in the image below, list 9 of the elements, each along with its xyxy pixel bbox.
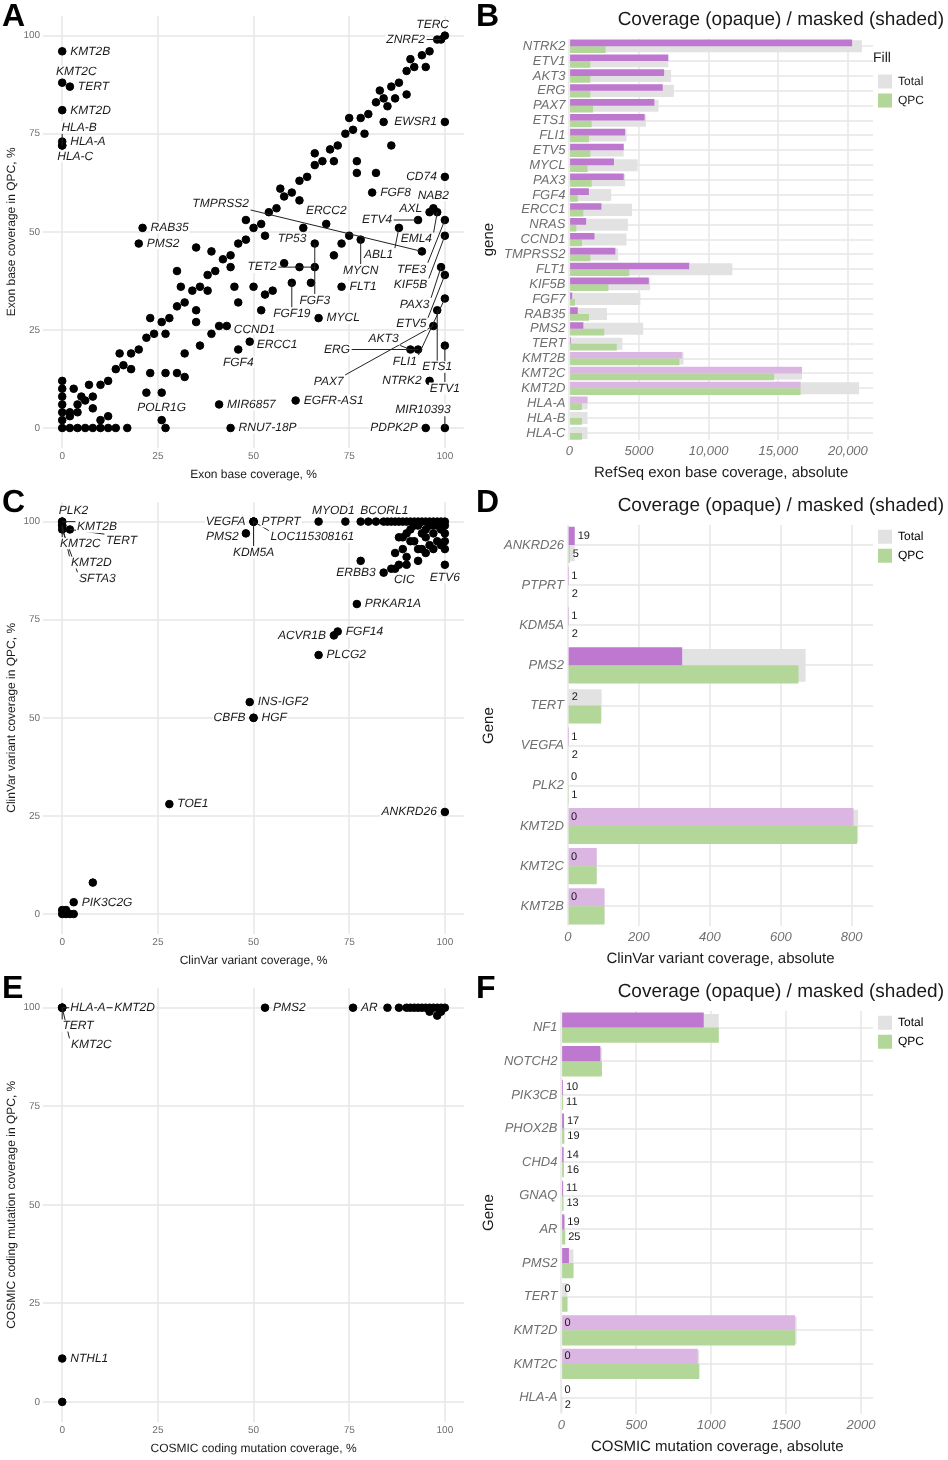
text: A	[2, 0, 26, 34]
text: E	[2, 972, 24, 1006]
text: F	[476, 972, 496, 1006]
text: B	[476, 0, 500, 34]
chart-title: Coverage (opaque) / masked (shaded)	[617, 980, 944, 1003]
chart-title: Coverage (opaque) / masked (shaded)	[617, 8, 944, 31]
text: C	[2, 486, 26, 520]
chart-title: Coverage (opaque) / masked (shaded)	[617, 494, 944, 517]
text: D	[476, 486, 500, 520]
